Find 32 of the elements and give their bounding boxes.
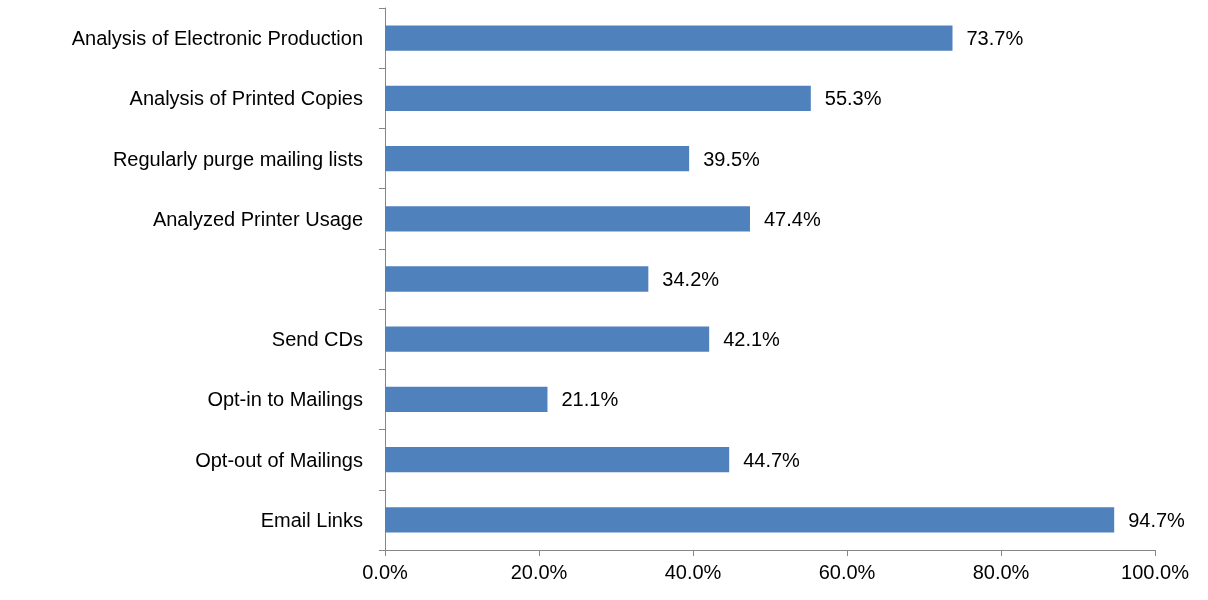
y-tick-label: Send CDs bbox=[271, 328, 363, 351]
data-label: 39.5% bbox=[703, 147, 761, 170]
y-tick-label: Email Links bbox=[260, 508, 363, 531]
bar bbox=[385, 85, 811, 111]
y-tick-label: Analyzed Printer Usage bbox=[152, 207, 363, 230]
y-tick-label: Analysis of Electronic Production bbox=[71, 27, 363, 50]
y-tick-label: Regularly purge mailing lists bbox=[112, 147, 363, 170]
bar bbox=[385, 507, 1115, 533]
y-tick-label: Analysis of Printed Copies bbox=[129, 87, 363, 110]
x-tick-label: 20.0% bbox=[510, 561, 568, 583]
bar bbox=[385, 266, 649, 292]
x-tick-label: 100.0% bbox=[1121, 561, 1190, 583]
data-label: 42.1% bbox=[723, 328, 781, 351]
bar bbox=[385, 326, 710, 352]
bar bbox=[385, 25, 953, 51]
x-tick-label: 40.0% bbox=[664, 561, 722, 583]
data-label: 44.7% bbox=[743, 448, 801, 471]
data-label: 55.3% bbox=[824, 87, 882, 110]
y-tick-label: Opt-out of Mailings bbox=[195, 448, 363, 471]
data-label: 73.7% bbox=[966, 27, 1024, 50]
bar bbox=[385, 447, 730, 473]
bar bbox=[385, 386, 548, 413]
x-tick-label: 80.0% bbox=[972, 561, 1030, 583]
data-label: 34.2% bbox=[662, 268, 720, 290]
x-tick-label: 0.0% bbox=[362, 561, 409, 583]
bar bbox=[385, 206, 750, 232]
data-label: 21.1% bbox=[561, 388, 619, 411]
data-label: 94.7% bbox=[1128, 508, 1186, 531]
data-label: 47.4% bbox=[763, 207, 821, 230]
bar bbox=[385, 145, 690, 172]
y-tick-label: Opt-in to Mailings bbox=[207, 388, 363, 411]
x-tick-label: 60.0% bbox=[818, 561, 876, 583]
